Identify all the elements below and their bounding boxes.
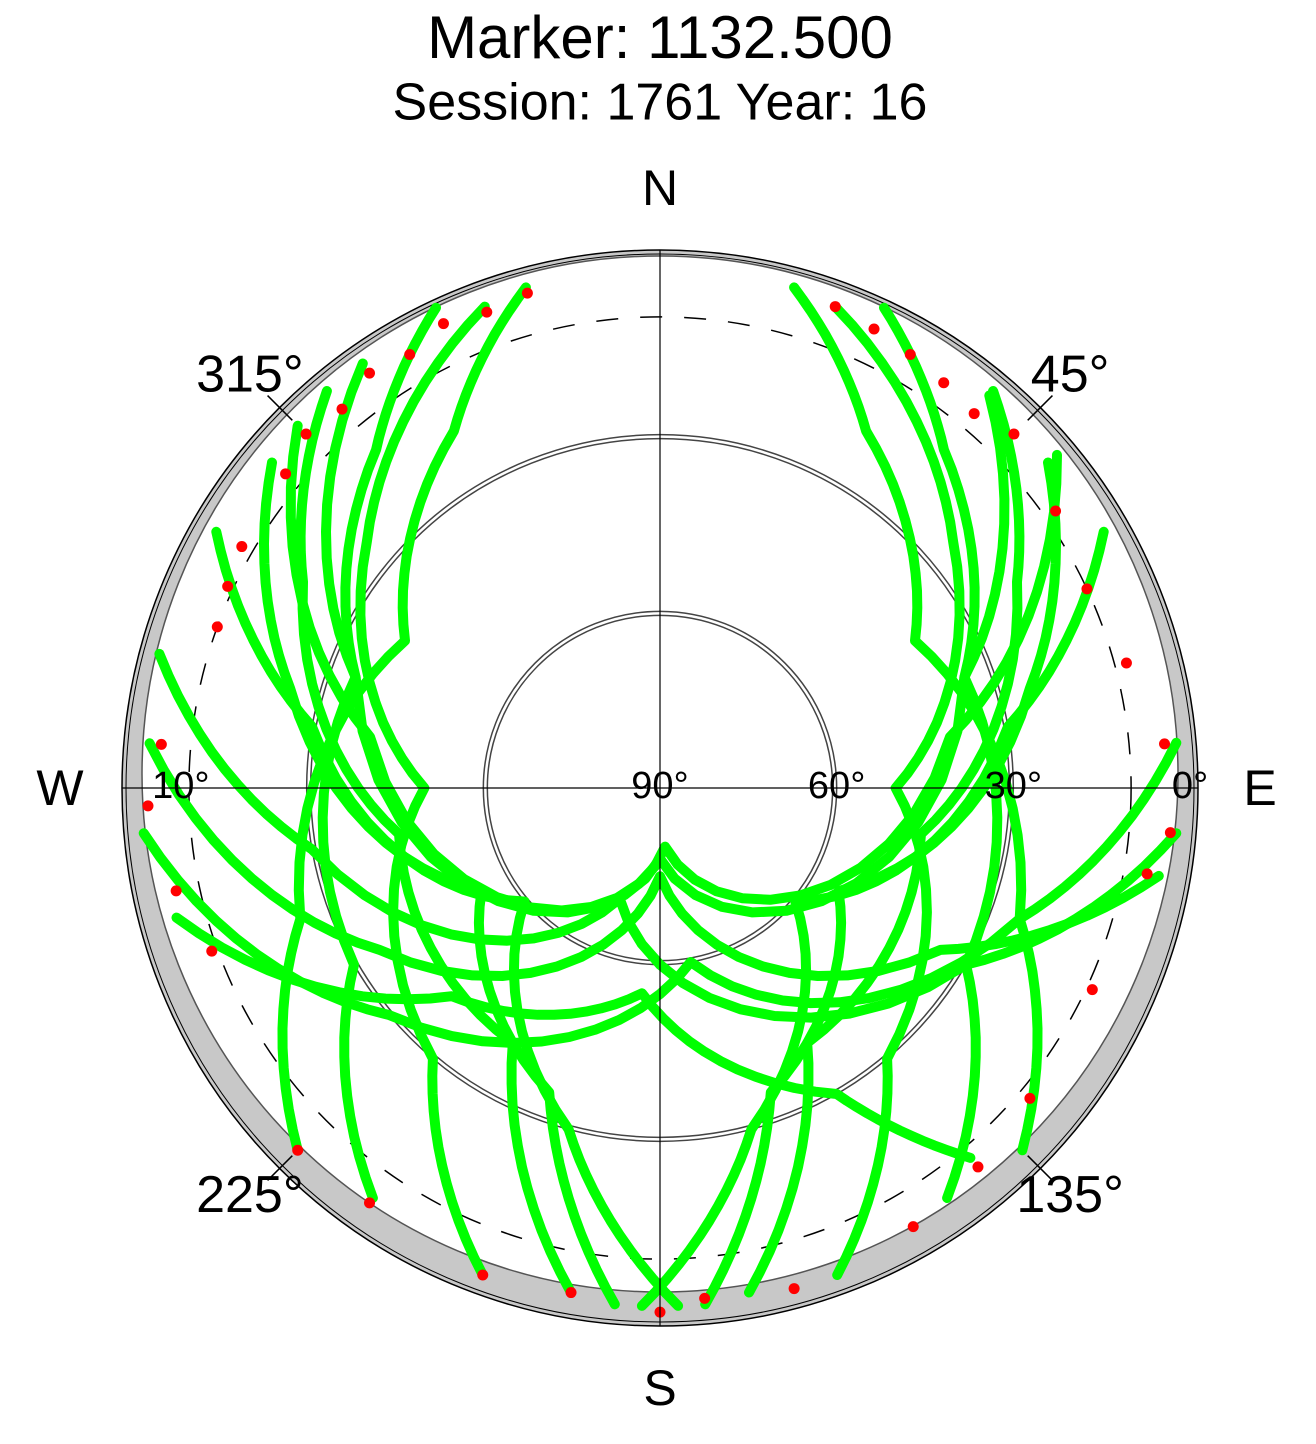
low-elevation-point <box>1024 1092 1036 1104</box>
elevation-label: 90° <box>631 765 688 807</box>
low-elevation-point <box>437 318 449 330</box>
low-elevation-point <box>236 541 248 553</box>
direction-label: S <box>643 1360 676 1416</box>
low-elevation-point <box>1159 738 1171 750</box>
elevation-label: 30° <box>985 765 1042 807</box>
chart-title: Marker: 1132.500 <box>427 4 893 71</box>
azimuth-label: 315° <box>196 346 304 404</box>
direction-label: E <box>1243 760 1276 816</box>
low-elevation-point <box>336 403 348 415</box>
low-elevation-point <box>481 306 493 318</box>
low-elevation-point <box>280 468 292 480</box>
azimuth-tick <box>267 1155 293 1181</box>
low-elevation-point <box>211 621 223 633</box>
low-elevation-point <box>1120 657 1132 669</box>
low-elevation-point <box>788 1283 800 1295</box>
satellite-track <box>277 282 531 1156</box>
low-elevation-point <box>364 367 376 379</box>
low-elevation-point <box>222 580 234 592</box>
azimuth-label: 135° <box>1016 1166 1124 1224</box>
low-elevation-point <box>938 377 950 389</box>
low-elevation-point <box>968 408 980 420</box>
satellite-track <box>171 912 976 1163</box>
low-elevation-point <box>699 1292 711 1304</box>
satellite-track <box>789 282 1043 1156</box>
low-elevation-point <box>292 1144 304 1156</box>
low-elevation-point <box>1050 505 1062 517</box>
low-elevation-point <box>300 428 312 440</box>
chart-subtitle: Session: 1761 Year: 16 <box>393 74 928 132</box>
azimuth-label: 45° <box>1031 346 1110 404</box>
elevation-label: 0° <box>1172 765 1208 807</box>
satellite-track <box>636 526 1109 1311</box>
elevation-label: 60° <box>808 765 865 807</box>
low-elevation-point <box>1141 868 1153 880</box>
satellite-track <box>295 386 576 1298</box>
low-elevation-point <box>1008 428 1020 440</box>
low-elevation-point <box>477 1269 489 1281</box>
low-elevation-point <box>404 349 416 361</box>
low-elevation-point <box>364 1197 376 1209</box>
azimuth-tick <box>267 395 293 421</box>
azimuth-tick <box>1027 395 1053 421</box>
satellite-track <box>744 386 1025 1298</box>
low-elevation-point <box>206 945 218 957</box>
low-elevation-point <box>565 1287 577 1299</box>
low-elevation-point <box>1086 984 1098 996</box>
low-elevation-point <box>907 1221 919 1233</box>
direction-label: W <box>36 760 84 816</box>
low-elevation-point <box>972 1161 984 1173</box>
low-elevation-point <box>142 800 154 812</box>
low-elevation-point <box>170 885 182 897</box>
azimuth-label: 225° <box>196 1166 304 1224</box>
low-elevation-point <box>829 301 841 313</box>
low-elevation-point <box>521 287 533 299</box>
azimuth-tick <box>1027 1155 1053 1181</box>
satellite-track <box>285 420 1062 916</box>
low-elevation-point <box>1081 583 1093 595</box>
low-elevation-point <box>904 349 916 361</box>
cutoff-label: 10° <box>152 765 209 807</box>
low-elevation-point <box>1164 827 1176 839</box>
low-elevation-point <box>155 738 167 750</box>
direction-label: N <box>642 160 678 216</box>
low-elevation-point <box>868 323 880 335</box>
